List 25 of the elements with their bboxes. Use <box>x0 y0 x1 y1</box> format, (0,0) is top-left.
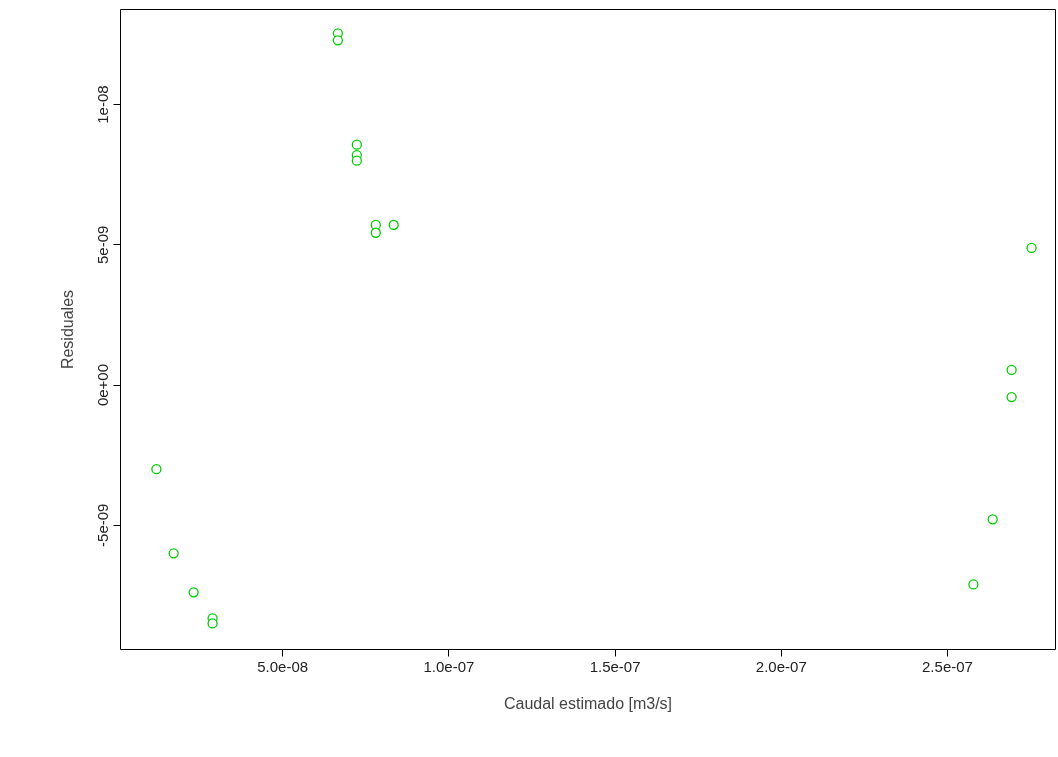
point <box>1026 242 1037 254</box>
point <box>370 227 381 238</box>
point <box>351 155 362 166</box>
point <box>388 219 399 231</box>
point <box>168 548 179 559</box>
x-tick-label: 1.5e-07 <box>589 657 641 675</box>
x-tick-label: 2.0e-07 <box>755 657 807 675</box>
point <box>351 139 362 150</box>
point <box>332 35 344 46</box>
point <box>1006 364 1017 376</box>
y-tick-label: -5e-09 <box>94 503 112 547</box>
y-tick-label: 0e+00 <box>94 363 112 407</box>
x-tick-label: 5.0e-08 <box>257 657 309 675</box>
point <box>151 464 162 475</box>
point <box>987 514 998 525</box>
x-tick-label: 2.5e-07 <box>922 657 973 675</box>
x-tick-label: 1.0e-07 <box>423 657 475 675</box>
point <box>188 587 199 598</box>
y-axis-title: Residuales <box>58 289 76 370</box>
x-axis-title: Caudal estimado [m3/s] <box>503 694 673 712</box>
y-tick-label: 5e-09 <box>94 225 112 264</box>
y-tick-label: 1e-08 <box>94 85 112 124</box>
point <box>207 618 218 629</box>
point <box>1006 391 1017 403</box>
point <box>968 579 979 590</box>
